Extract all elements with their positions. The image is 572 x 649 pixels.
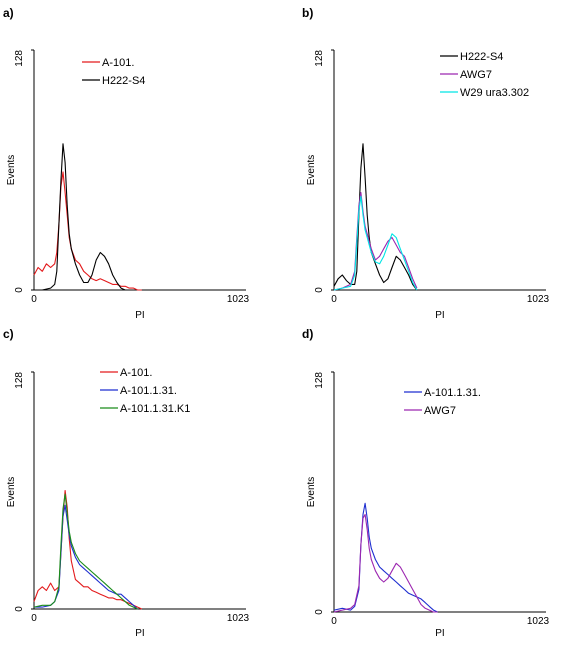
y-tick-label: 128 bbox=[314, 372, 325, 389]
series-line-1 bbox=[33, 171, 142, 291]
series-line-1 bbox=[33, 489, 143, 610]
legend-label: AWG7 bbox=[460, 69, 492, 81]
x-axis-label: PI bbox=[135, 310, 144, 321]
y-tick-label: 128 bbox=[14, 372, 25, 389]
legend-label: A-101. bbox=[120, 367, 152, 379]
legend-label: A-101. bbox=[102, 57, 134, 69]
x-axis-label: PI bbox=[135, 628, 144, 639]
series-line-2 bbox=[333, 513, 438, 613]
series-line-2 bbox=[34, 143, 126, 291]
x-axis-label: PI bbox=[435, 628, 444, 639]
x-tick-label: 0 bbox=[31, 613, 37, 624]
legend-label: A-101.1.31. bbox=[120, 385, 177, 397]
y-tick-label: 128 bbox=[14, 50, 25, 67]
legend-label: H222-S4 bbox=[460, 51, 503, 63]
y-tick-label: 0 bbox=[314, 609, 325, 615]
y-tick-label: 128 bbox=[314, 50, 325, 67]
x-tick-label: 1023 bbox=[527, 616, 550, 627]
series-line-1 bbox=[333, 502, 438, 613]
panel-label: a) bbox=[3, 6, 14, 20]
y-axis-label: Events bbox=[306, 477, 317, 508]
series-line-3 bbox=[33, 493, 138, 610]
y-axis-label: Events bbox=[6, 477, 17, 508]
x-tick-label: 1023 bbox=[227, 294, 250, 305]
x-tick-label: 1023 bbox=[227, 613, 250, 624]
legend-label: W29 ura3.302 bbox=[460, 87, 529, 99]
series-line-1 bbox=[333, 143, 418, 291]
series-line-2 bbox=[34, 504, 138, 610]
y-tick-label: 0 bbox=[14, 287, 25, 293]
y-axis-label: Events bbox=[6, 155, 17, 186]
series-line-3 bbox=[333, 195, 418, 291]
x-tick-label: 0 bbox=[331, 616, 337, 627]
panel-label: d) bbox=[302, 327, 313, 341]
x-tick-label: 0 bbox=[31, 294, 37, 305]
y-axis-label: Events bbox=[306, 155, 317, 186]
panel-label: c) bbox=[3, 327, 14, 341]
legend-label: H222-S4 bbox=[102, 75, 145, 87]
legend-label: AWG7 bbox=[424, 405, 456, 417]
y-tick-label: 0 bbox=[14, 606, 25, 612]
panel-label: b) bbox=[302, 6, 313, 20]
x-tick-label: 1023 bbox=[527, 294, 550, 305]
series-line-2 bbox=[333, 191, 418, 291]
x-axis-label: PI bbox=[435, 310, 444, 321]
legend-label: A-101.1.31.K1 bbox=[120, 403, 190, 415]
y-tick-label: 0 bbox=[314, 287, 325, 293]
legend-label: A-101.1.31. bbox=[424, 387, 481, 399]
x-tick-label: 0 bbox=[331, 294, 337, 305]
